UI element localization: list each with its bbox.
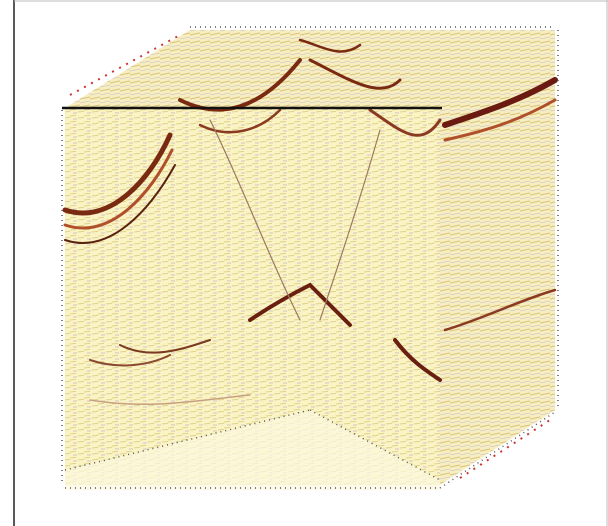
page [0,0,608,526]
figure [0,0,608,526]
right-face [440,30,555,485]
